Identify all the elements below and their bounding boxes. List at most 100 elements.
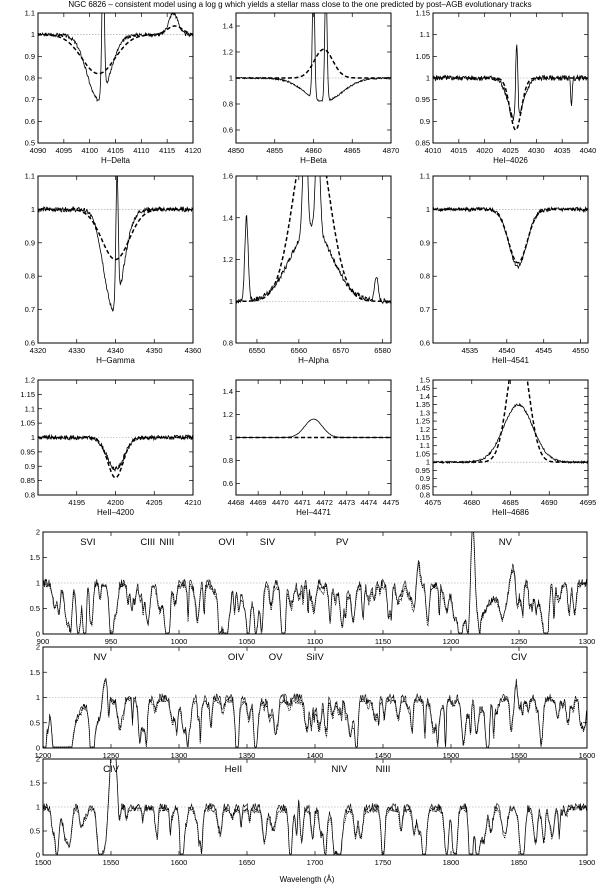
model-spectrum-line bbox=[38, 208, 193, 261]
ion-label: PV bbox=[336, 537, 349, 548]
x-tick-label: 900 bbox=[37, 637, 50, 646]
x-tick-label: 4105 bbox=[107, 146, 124, 155]
x-tick-label: 1250 bbox=[103, 751, 120, 760]
x-tick-label: 1350 bbox=[239, 751, 256, 760]
ion-label: HeII bbox=[225, 764, 242, 775]
y-tick-label: 1 bbox=[426, 205, 430, 214]
y-tick-label: 1.15 bbox=[415, 433, 430, 442]
x-tick-label: 4685 bbox=[502, 498, 519, 507]
ion-label: NV bbox=[94, 652, 108, 663]
x-tick-label: 4535 bbox=[462, 346, 479, 355]
panel-line-label: HeII–4686 bbox=[492, 508, 529, 517]
ion-label: OVI bbox=[218, 537, 234, 548]
x-tick-label: 1100 bbox=[307, 637, 323, 646]
y-tick-label: 0.6 bbox=[223, 126, 233, 135]
panel-line-label: H–Beta bbox=[300, 156, 327, 165]
model-spectrum-line bbox=[433, 380, 588, 463]
x-tick-label: 4870 bbox=[383, 146, 400, 155]
panel-line-label: H–Delta bbox=[101, 156, 130, 165]
y-tick-label: 1.2 bbox=[25, 376, 35, 385]
x-tick-label: 4545 bbox=[535, 346, 552, 355]
x-tick-label: 4010 bbox=[425, 146, 442, 155]
ion-label: OV bbox=[269, 652, 283, 663]
panel-11: 0 0.5 1 1.5 2 1500 1550 1600 1650 1700 1750 1800 185… bbox=[30, 755, 596, 868]
y-tick-label: 0 bbox=[36, 630, 40, 639]
model-spectrum-line bbox=[433, 77, 588, 131]
x-tick-label: 4472 bbox=[316, 498, 333, 507]
observed-spectrum-line bbox=[38, 433, 193, 472]
x-tick-label: 1550 bbox=[103, 858, 120, 867]
x-tick-label: 4350 bbox=[146, 346, 163, 355]
y-tick-label: 1.2 bbox=[223, 410, 233, 419]
x-tick-label: 4474 bbox=[361, 498, 378, 507]
y-tick-label: 1.2 bbox=[223, 255, 233, 264]
y-tick-label: 1.1 bbox=[25, 404, 35, 413]
x-tick-label: 4695 bbox=[580, 498, 597, 507]
y-tick-label: 0.85 bbox=[415, 139, 430, 148]
y-tick-label: 1.5 bbox=[420, 376, 430, 385]
y-tick-label: 0.7 bbox=[25, 95, 35, 104]
x-tick-label: 6560 bbox=[290, 346, 307, 355]
y-tick-label: 0 bbox=[36, 744, 40, 753]
observed-spectrum-line bbox=[433, 402, 588, 465]
ion-label: SVI bbox=[80, 537, 95, 548]
y-tick-label: 1.1 bbox=[25, 9, 35, 18]
panel-frame bbox=[432, 379, 589, 496]
x-tick-label: 4020 bbox=[476, 146, 493, 155]
panel-9: 0 0.5 1 1.5 2 900 950 1000 1050 1100 1150 1200 1250 1… bbox=[30, 528, 596, 647]
y-tick-label: 1 bbox=[31, 205, 35, 214]
y-tick-label: 0.5 bbox=[30, 718, 40, 727]
y-tick-label: 1.4 bbox=[223, 387, 233, 396]
x-tick-label: 4330 bbox=[68, 346, 85, 355]
observed-spectrum-line bbox=[236, 176, 391, 305]
y-tick-label: 0.5 bbox=[30, 604, 40, 613]
y-tick-label: 1 bbox=[426, 458, 430, 467]
x-tick-label: 4095 bbox=[55, 146, 72, 155]
model-spectrum-line bbox=[38, 25, 193, 75]
y-tick-label: 2 bbox=[36, 755, 40, 764]
y-tick-label: 1.4 bbox=[420, 392, 430, 401]
y-tick-label: 1.1 bbox=[420, 30, 430, 39]
y-tick-label: 0.6 bbox=[25, 117, 35, 126]
x-tick-label: 1700 bbox=[307, 858, 324, 867]
y-tick-label: 0.8 bbox=[25, 491, 35, 500]
y-tick-label: 1.05 bbox=[415, 52, 430, 61]
x-tick-label: 1000 bbox=[171, 637, 188, 646]
y-tick-label: 0.95 bbox=[20, 447, 35, 456]
x-tick-label: 4115 bbox=[159, 146, 175, 155]
y-tick-label: 0.8 bbox=[420, 272, 430, 281]
x-tick-label: 4030 bbox=[528, 146, 545, 155]
y-tick-label: 0.8 bbox=[25, 74, 35, 83]
observed-spectrum-line bbox=[43, 677, 587, 748]
panel-0: 0.5 0.6 0.7 0.8 0.9 1 1.1 4090 4095 4100 4105 4110 4… bbox=[25, 9, 202, 166]
y-tick-label: 1.6 bbox=[223, 172, 233, 181]
panel-line-label: HeII–4541 bbox=[492, 356, 529, 365]
y-tick-label: 0.8 bbox=[223, 100, 233, 109]
x-tick-label: 950 bbox=[105, 637, 118, 646]
x-tick-label: 4015 bbox=[450, 146, 467, 155]
x-tick-label: 4471 bbox=[294, 498, 311, 507]
x-tick-label: 1450 bbox=[375, 751, 392, 760]
y-tick-label: 1.2 bbox=[223, 48, 233, 57]
y-tick-label: 1.1 bbox=[25, 172, 35, 181]
x-tick-label: 4320 bbox=[30, 346, 47, 355]
x-tick-label: 1300 bbox=[579, 637, 596, 646]
observed-spectrum-line bbox=[433, 206, 588, 270]
x-tick-label: 4110 bbox=[133, 146, 149, 155]
panel-frame bbox=[432, 175, 589, 344]
ion-label: CIV bbox=[511, 652, 528, 663]
x-tick-label: 4120 bbox=[185, 146, 202, 155]
y-tick-label: 0.85 bbox=[20, 476, 35, 485]
y-tick-label: 1 bbox=[36, 803, 40, 812]
y-tick-label: 0.9 bbox=[420, 117, 430, 126]
x-tick-label: 4850 bbox=[228, 146, 245, 155]
x-tick-label: 4468 bbox=[228, 498, 245, 507]
x-tick-label: 1750 bbox=[375, 858, 392, 867]
x-tick-label: 4025 bbox=[502, 146, 519, 155]
y-tick-label: 0.9 bbox=[25, 462, 35, 471]
x-tick-label: 4090 bbox=[30, 146, 47, 155]
x-tick-label: 6550 bbox=[249, 346, 266, 355]
x-tick-label: 4195 bbox=[68, 498, 85, 507]
y-tick-label: 0.5 bbox=[25, 139, 35, 148]
x-tick-label: 4680 bbox=[463, 498, 480, 507]
